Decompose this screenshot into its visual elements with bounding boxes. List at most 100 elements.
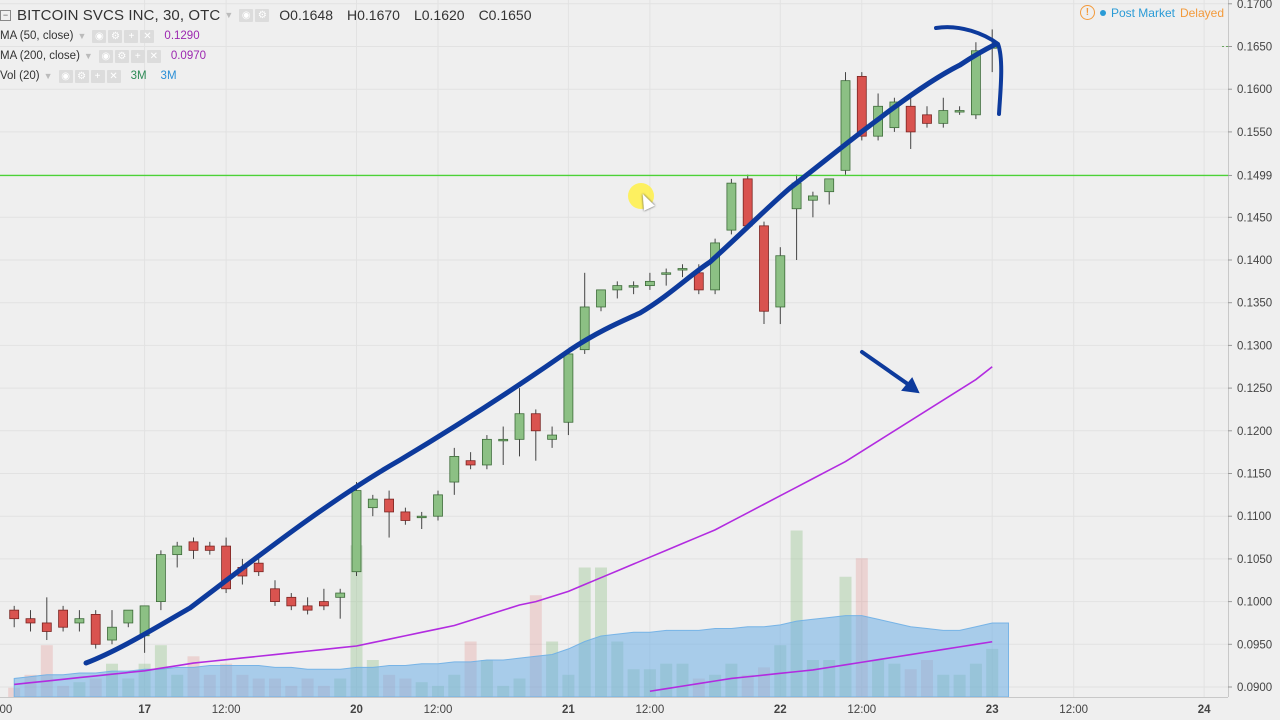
arrow-curl-drawing (934, 25, 1004, 116)
candle-body (270, 588, 280, 602)
close-icon[interactable]: ✕ (140, 29, 155, 43)
chevron-down-icon[interactable]: ▼ (43, 71, 53, 81)
volume-ma-area (13, 615, 1009, 698)
candle-body (58, 609, 68, 628)
market-status[interactable]: ! Post Market Delayed (1079, 5, 1224, 20)
candle-body (971, 50, 981, 116)
candle-body (905, 105, 916, 133)
gear-icon[interactable]: ⚙ (108, 29, 123, 43)
price-axis[interactable]: 0.1700 0.1650 0.1600 0.1550 0.1499 0.1450 0.14… (1228, 0, 1280, 720)
y-tick-label: 0.0900 (1237, 682, 1272, 694)
candle-body (628, 285, 639, 288)
chart-legend: − BITCOIN SVCS INC, 30, OTC ▼ ◉ ⚙ O0.164… (0, 4, 546, 86)
trend-drawing (83, 41, 999, 666)
gear-icon[interactable]: ⚙ (74, 69, 89, 83)
ma50-row: MA (50, close) ▼ ◉ ⚙ + ✕ 0.1290 (0, 26, 546, 46)
ma50-label[interactable]: MA (50, close) (0, 30, 74, 42)
close-value: C0.1650 (478, 7, 532, 23)
candle-body (661, 272, 672, 275)
collapse-icon[interactable]: − (0, 9, 11, 21)
candle-body (889, 101, 900, 129)
candle-body (449, 456, 460, 483)
candle-body (465, 460, 476, 466)
chevron-down-icon[interactable]: ▼ (77, 31, 87, 41)
candle-body (188, 541, 199, 551)
arrow-head-icon (901, 377, 920, 394)
volume-label[interactable]: Vol (20) (0, 70, 40, 82)
candle-body (253, 562, 264, 573)
eye-icon[interactable]: ◉ (98, 49, 113, 63)
candle-body (318, 601, 329, 607)
ma50-value: 0.1290 (164, 30, 200, 42)
candles (9, 29, 998, 653)
y-tick-label: 0.1000 (1237, 597, 1272, 609)
y-tick-label: 0.1450 (1237, 212, 1272, 224)
candle-body (155, 554, 166, 603)
freehand-drawings[interactable] (83, 25, 1004, 666)
x-tick-label: 24 (1198, 704, 1211, 716)
candle-body (41, 622, 52, 632)
y-tick-label: 0.1100 (1237, 511, 1271, 523)
arrow-drawing (860, 350, 914, 389)
candle-body (498, 438, 509, 442)
candle-body (123, 609, 134, 624)
plus-icon[interactable]: + (90, 69, 105, 83)
candle-body (221, 545, 232, 590)
close-icon[interactable]: ✕ (146, 49, 161, 63)
ma200-value: 0.0970 (170, 50, 207, 62)
candle-body (547, 434, 557, 440)
warning-icon[interactable]: ! (1079, 5, 1095, 20)
candle-body (808, 195, 818, 201)
ma200-line (649, 640, 993, 693)
ma200-label[interactable]: MA (200, close) (0, 50, 80, 62)
delayed-label: Delayed (1179, 5, 1224, 20)
candle-body (954, 110, 965, 113)
candle-body (579, 306, 590, 351)
candle-body (775, 255, 786, 308)
candle-body (9, 609, 20, 620)
candle-body (677, 268, 688, 271)
candle-body (759, 225, 769, 312)
cursor-highlight (628, 183, 654, 209)
candle-body (645, 280, 655, 287)
chevron-down-icon[interactable]: ▼ (224, 10, 234, 20)
price-axis-bg (1228, 0, 1280, 720)
candle-body (400, 511, 411, 521)
x-tick-label: 21 (562, 704, 575, 716)
x-tick-label: 23 (986, 704, 999, 716)
x-tick-label: 20 (350, 704, 363, 716)
x-tick-label: 12:00 (0, 704, 12, 716)
gear-icon[interactable]: ⚙ (114, 49, 129, 63)
x-tick-label: 12:00 (847, 704, 876, 716)
ma50-actions: ◉ ⚙ + ✕ (92, 29, 155, 43)
chevron-down-icon[interactable]: ▼ (83, 51, 93, 61)
high-value: H0.1670 (347, 7, 400, 23)
candle-body (840, 80, 851, 171)
candle-body (25, 618, 36, 624)
candle-body (416, 515, 427, 519)
y-tick-label: 0.1400 (1237, 255, 1272, 267)
gear-icon[interactable]: ⚙ (255, 8, 270, 22)
close-icon[interactable]: ✕ (106, 69, 121, 83)
candle-body (514, 413, 525, 440)
plus-icon[interactable]: + (130, 49, 145, 63)
eye-icon[interactable]: ◉ (239, 8, 254, 22)
y-tick-label: 0.1350 (1237, 298, 1272, 310)
candle-body (107, 626, 117, 641)
volume-row: Vol (20) ▼ ◉ ⚙ + ✕ 3M 3M (0, 66, 546, 86)
x-tick-label: 12:00 (1059, 704, 1088, 716)
eye-icon[interactable]: ◉ (92, 29, 107, 43)
time-axis[interactable]: 12:00 17 12:00 20 12:00 21 12:00 22 12:00 23 12:00… (0, 697, 1228, 717)
y-tick-label: 0.1700 (1237, 0, 1272, 11)
y-tick-label: 0.1650 (1237, 42, 1272, 54)
post-market-label: Post Market (1110, 5, 1175, 20)
candle-body (824, 178, 835, 193)
plus-icon[interactable]: + (124, 29, 139, 43)
x-tick-label: 17 (138, 704, 151, 716)
eye-icon[interactable]: ◉ (58, 69, 73, 83)
symbol-title[interactable]: BITCOIN SVCS INC, 30, OTC (17, 6, 221, 24)
y-tick-label: 0.0950 (1237, 639, 1272, 651)
y-tick-label: 0.1150 (1237, 469, 1271, 481)
candle-body (286, 596, 297, 607)
